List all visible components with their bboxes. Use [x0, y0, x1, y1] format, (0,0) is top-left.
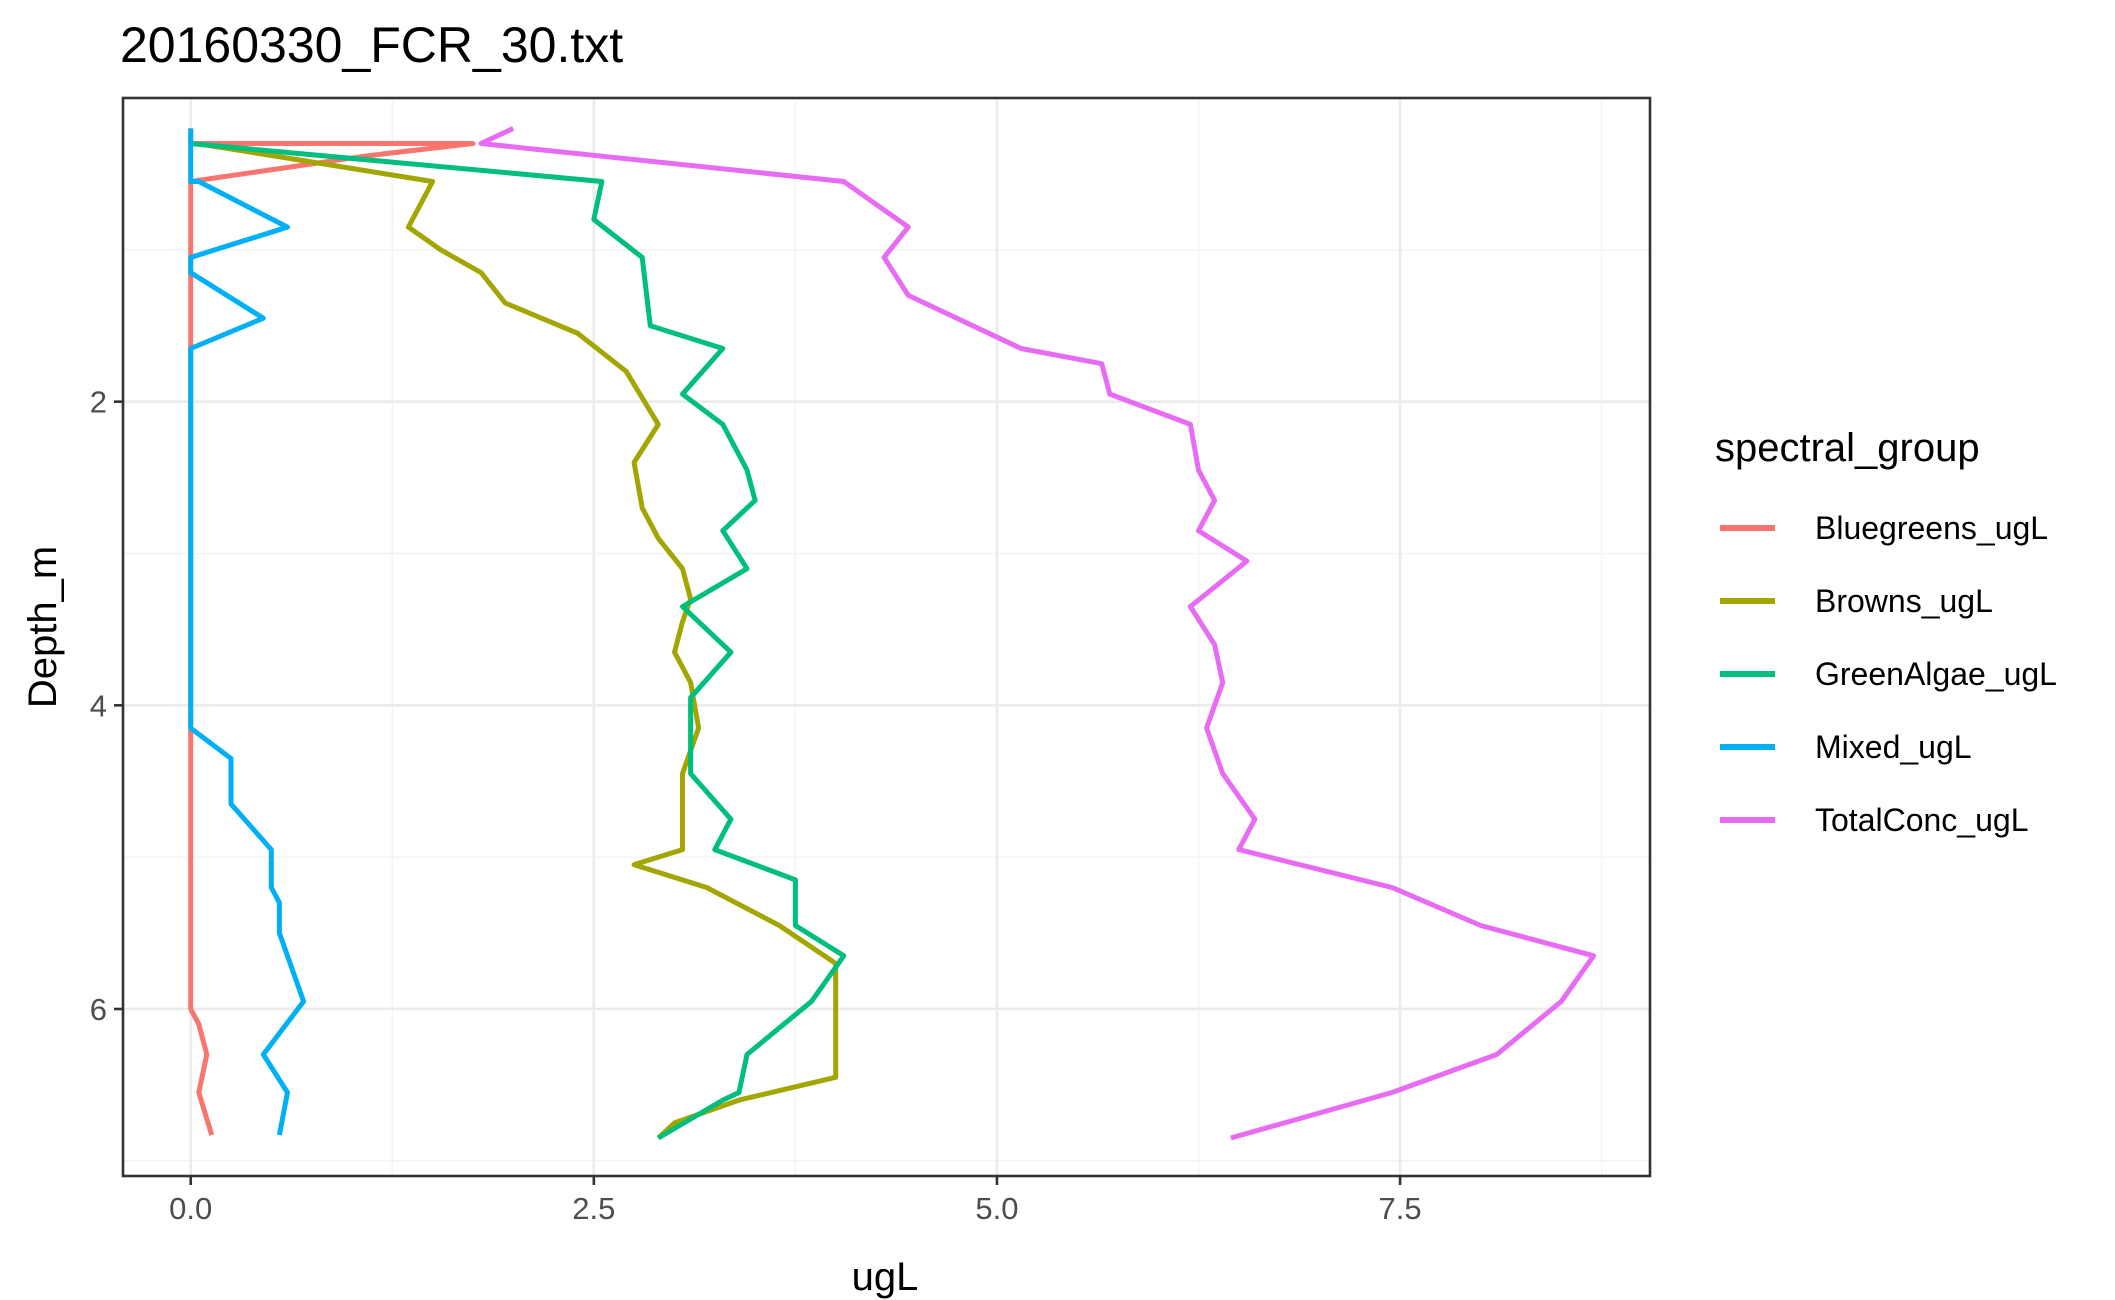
legend-item: TotalConc_ugL	[1720, 802, 2028, 838]
legend: spectral_group Bluegreens_ugL Browns_ugL G…	[1715, 426, 2057, 838]
panel-border	[121, 96, 1652, 1178]
legend-title: spectral_group	[1715, 426, 1980, 470]
y-tick-label: 4	[90, 688, 107, 723]
series-line-bluegreens-ugl	[188, 128, 476, 1136]
series-line-mixed-ugl	[188, 128, 307, 1136]
x-tick-label: 7.5	[1379, 1191, 1422, 1226]
y-tick-label: 6	[90, 992, 107, 1027]
y-axis: 2 4 6	[90, 385, 123, 1027]
x-tick-label: 0.0	[169, 1191, 212, 1226]
legend-label: TotalConc_ugL	[1815, 802, 2028, 838]
x-tick-label: 5.0	[975, 1191, 1018, 1226]
series-line-totalconc-ugl	[478, 126, 1597, 1141]
legend-items: Bluegreens_ugL Browns_ugL GreenAlgae_ugL Mi…	[1720, 510, 2057, 838]
plot-panel	[121, 96, 1652, 1178]
y-axis-title: Depth_m	[21, 546, 65, 708]
legend-item: Bluegreens_ugL	[1720, 510, 2048, 546]
minor-grid	[123, 98, 1650, 1176]
legend-item: GreenAlgae_ugL	[1720, 656, 2057, 692]
legend-label: GreenAlgae_ugL	[1815, 656, 2057, 692]
legend-item: Mixed_ugL	[1720, 729, 1972, 765]
x-axis-title: ugL	[852, 1255, 919, 1299]
series-line-greenalgae-ugl	[190, 141, 847, 1141]
legend-item: Browns_ugL	[1720, 583, 1993, 619]
y-tick-label: 2	[90, 385, 107, 420]
series-line-browns-ugl	[190, 141, 839, 1140]
panel-background	[123, 98, 1650, 1176]
x-tick-label: 2.5	[572, 1191, 615, 1226]
legend-label: Browns_ugL	[1815, 583, 1993, 619]
x-axis: 0.0 2.5 5.0 7.5	[169, 1176, 1422, 1226]
chart-title: 20160330_FCR_30.txt	[120, 17, 623, 73]
legend-label: Bluegreens_ugL	[1815, 510, 2048, 546]
series-lines	[188, 126, 1597, 1141]
legend-label: Mixed_ugL	[1815, 729, 1972, 765]
